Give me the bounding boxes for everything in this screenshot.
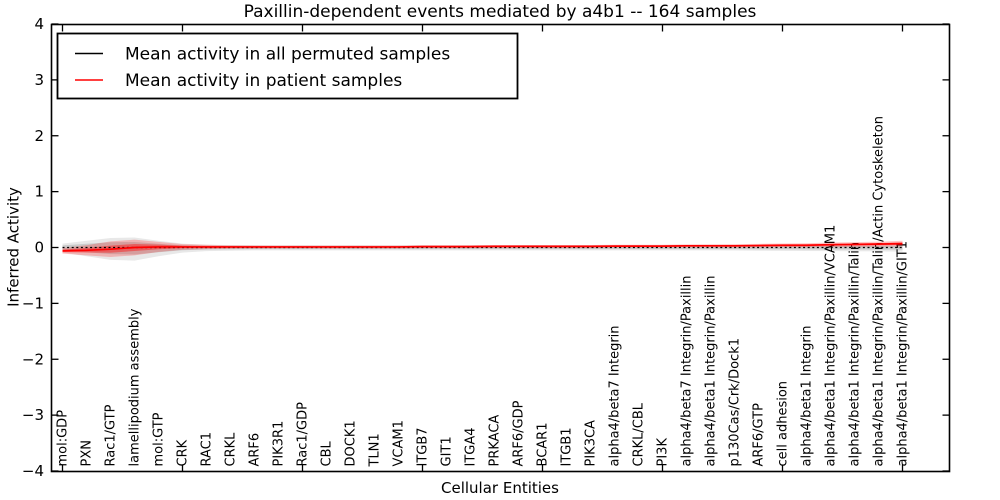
- x-tick-label: ARF6: [248, 433, 263, 467]
- x-tick-label: lamellipodium assembly: [128, 308, 143, 466]
- x-tick-label: CRK: [176, 439, 191, 466]
- legend: Mean activity in all permuted samples Me…: [56, 32, 519, 100]
- y-tick-label: 2: [34, 127, 44, 145]
- patient-mean-line: [62, 242, 903, 252]
- x-tick-label: CRKL: [224, 432, 239, 467]
- legend-label-patient-samples: Mean activity in patient samples: [125, 71, 402, 91]
- x-tick-label: mol:GTP: [152, 412, 167, 466]
- x-tick-label: VCAM1: [392, 420, 407, 466]
- x-tick-label: PXN: [80, 440, 95, 466]
- y-tick-label: 3: [34, 71, 44, 89]
- x-tick-label: RAC1: [200, 432, 215, 467]
- x-tick-label: ITGB1: [560, 427, 575, 466]
- x-tick-label: alpha4/beta1 Integrin/Paxillin/VCAM1: [824, 225, 839, 467]
- x-tick-label: Rac1/GTP: [104, 404, 119, 466]
- y-tick-label: 1: [34, 183, 44, 201]
- legend-label-permuted-samples: Mean activity in all permuted samples: [125, 44, 450, 64]
- x-tick-label: PIK3R1: [272, 421, 287, 467]
- x-tick-label: p130Cas/Crk/Dock1: [728, 338, 743, 467]
- x-tick-label: ITGA4: [464, 427, 479, 466]
- x-tick-label: ITGB7: [416, 427, 431, 466]
- axes-frame-layer: [50, 23, 951, 473]
- permuted-violin-band-inner: [62, 241, 903, 255]
- x-tick-label: alpha4/beta1 Integrin/Paxillin/Talin/Act…: [872, 116, 887, 466]
- x-tick-label: alpha4/beta7 Integrin: [608, 325, 623, 466]
- x-tick-label: DOCK1: [344, 420, 359, 466]
- x-tick-label: CBL: [320, 441, 335, 467]
- x-tick-label: TLN1: [368, 433, 383, 467]
- x-tick-label: CRKL/CBL: [632, 402, 647, 466]
- permuted-violin-band-outer: [62, 237, 903, 261]
- x-tick-label: BCAR1: [536, 423, 551, 467]
- legend-box: [56, 32, 519, 100]
- y-axis-label: Inferred Activity: [4, 187, 22, 307]
- y-tick-label: −4: [22, 462, 44, 480]
- y-tick-label: 4: [34, 15, 44, 33]
- x-tick-label: mol:GDP: [56, 410, 71, 467]
- y-tick-label: −2: [22, 350, 44, 368]
- x-tick-label: GIT1: [440, 436, 455, 466]
- x-axis-label: Cellular Entities: [441, 479, 559, 497]
- x-tick-label: alpha4/beta1 Integrin/Paxillin/Talin: [848, 242, 863, 467]
- x-tick-label: alpha4/beta7 Integrin/Paxillin: [680, 275, 695, 466]
- x-tick-label: alpha4/beta1 Integrin/Paxillin/GIT1: [896, 241, 911, 467]
- y-tick-label: 0: [34, 239, 44, 257]
- x-tick-label: alpha4/beta1 Integrin/Paxillin: [704, 275, 719, 466]
- x-tick-label: ARF6/GTP: [752, 403, 767, 467]
- x-tick-label: alpha4/beta1 Integrin: [800, 325, 815, 466]
- x-tick-label: Rac1/GDP: [296, 402, 311, 467]
- y-tick-label: −3: [22, 406, 44, 424]
- patient-violin-band-outer: [62, 239, 903, 257]
- x-tick-label: PIK3CA: [584, 420, 599, 467]
- y-tick-labels-layer: −4 −3 −2 −1 0 1 2 3 4: [22, 15, 44, 480]
- x-tick-label: PI3K: [656, 438, 671, 467]
- x-tick-labels-layer: mol:GDP PXN Rac1/GTP lamellipodium assembly…: [56, 116, 911, 467]
- violin-bands-layer: [62, 237, 903, 261]
- x-tick-label: cell adhesion: [776, 381, 791, 467]
- x-tick-label: PRKACA: [488, 415, 503, 467]
- x-tick-label: ARF6/GDP: [512, 400, 527, 466]
- series-lines-layer: [62, 242, 903, 252]
- chart-title: Paxillin-dependent events mediated by a4…: [244, 2, 757, 22]
- y-tick-label: −1: [22, 294, 44, 312]
